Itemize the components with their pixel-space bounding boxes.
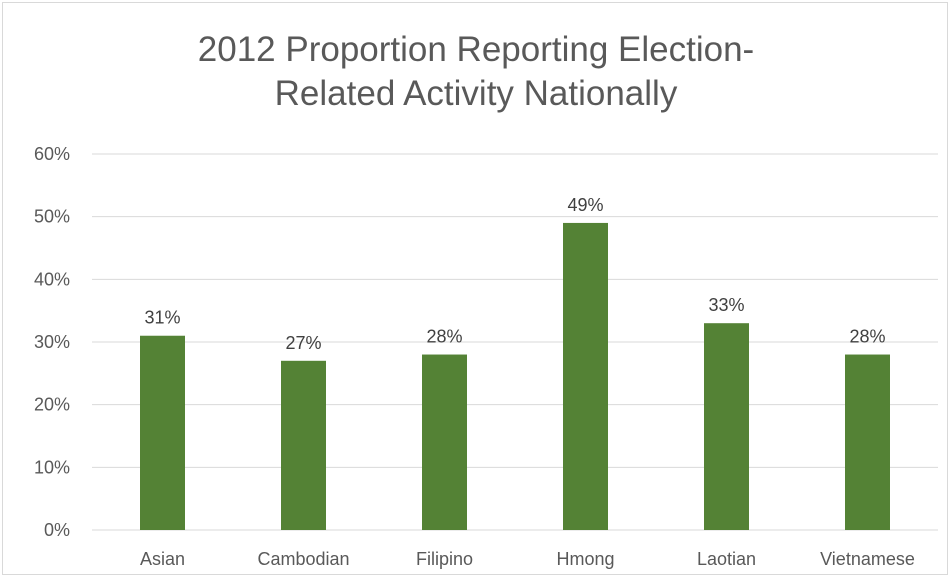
bar-laotian — [704, 323, 749, 530]
category-label: Filipino — [416, 549, 473, 569]
category-labels: Asian Cambodian Filipino Hmong Laotian Vietna… — [140, 549, 915, 569]
data-label: 28% — [426, 327, 462, 347]
category-label: Vietnamese — [820, 549, 915, 569]
data-labels: 31% 27% 28% 49% 33% 28% — [144, 195, 885, 353]
category-label: Asian — [140, 549, 185, 569]
bar-cambodian — [281, 360, 326, 530]
data-label: 33% — [708, 295, 744, 315]
y-tick-label: 50% — [34, 207, 70, 227]
y-axis-ticks: 0% 10% 20% 30% 40% 50% 60% — [34, 144, 70, 540]
category-label: Laotian — [697, 549, 756, 569]
y-tick-label: 20% — [34, 395, 70, 415]
y-tick-label: 0% — [44, 520, 70, 540]
data-label: 28% — [849, 327, 885, 347]
bar-asian — [140, 335, 185, 530]
chart-title-line-1: 2012 Proportion Reporting Election- — [197, 30, 755, 69]
data-label: 27% — [285, 333, 321, 353]
y-tick-label: 60% — [34, 144, 70, 164]
y-tick-label: 40% — [34, 269, 70, 289]
bars — [140, 222, 890, 530]
bar-vietnamese — [845, 354, 890, 530]
data-label: 31% — [144, 308, 180, 328]
y-tick-label: 10% — [34, 457, 70, 477]
y-tick-label: 30% — [34, 332, 70, 352]
bar-hmong — [563, 222, 608, 530]
chart-title: 2012 Proportion Reporting Election- Rela… — [0, 28, 952, 116]
bar-filipino — [422, 354, 467, 530]
category-label: Cambodian — [257, 549, 349, 569]
chart-title-line-2: Related Activity Nationally — [274, 74, 678, 113]
gridlines — [92, 153, 938, 531]
category-label: Hmong — [556, 549, 614, 569]
data-label: 49% — [567, 195, 603, 215]
